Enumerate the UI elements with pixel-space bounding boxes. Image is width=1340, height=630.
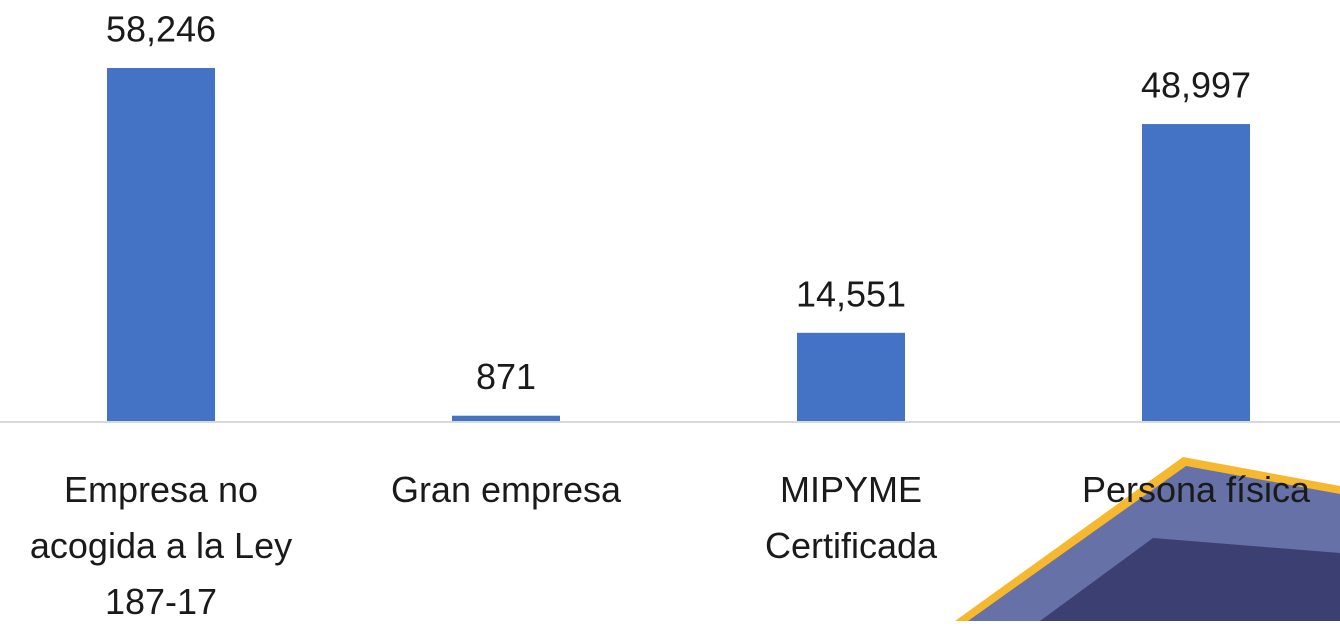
decoration-dark	[1040, 538, 1340, 621]
x-tick-label: Gran empresa	[390, 469, 622, 510]
data-label: 871	[476, 356, 536, 397]
bar	[797, 332, 905, 421]
bar	[452, 415, 560, 421]
data-label: 58,246	[106, 9, 216, 50]
data-label: 48,997	[1141, 65, 1251, 106]
x-tick-label: MIPYME Certificada	[764, 469, 938, 566]
bar	[1142, 124, 1250, 421]
data-label: 14,551	[796, 273, 906, 314]
decoration	[955, 457, 1340, 621]
x-tick-label: Empresa no acogida a la Ley 187-17	[29, 469, 293, 622]
x-tick-label: Persona física	[1081, 469, 1311, 510]
bar	[107, 68, 215, 421]
